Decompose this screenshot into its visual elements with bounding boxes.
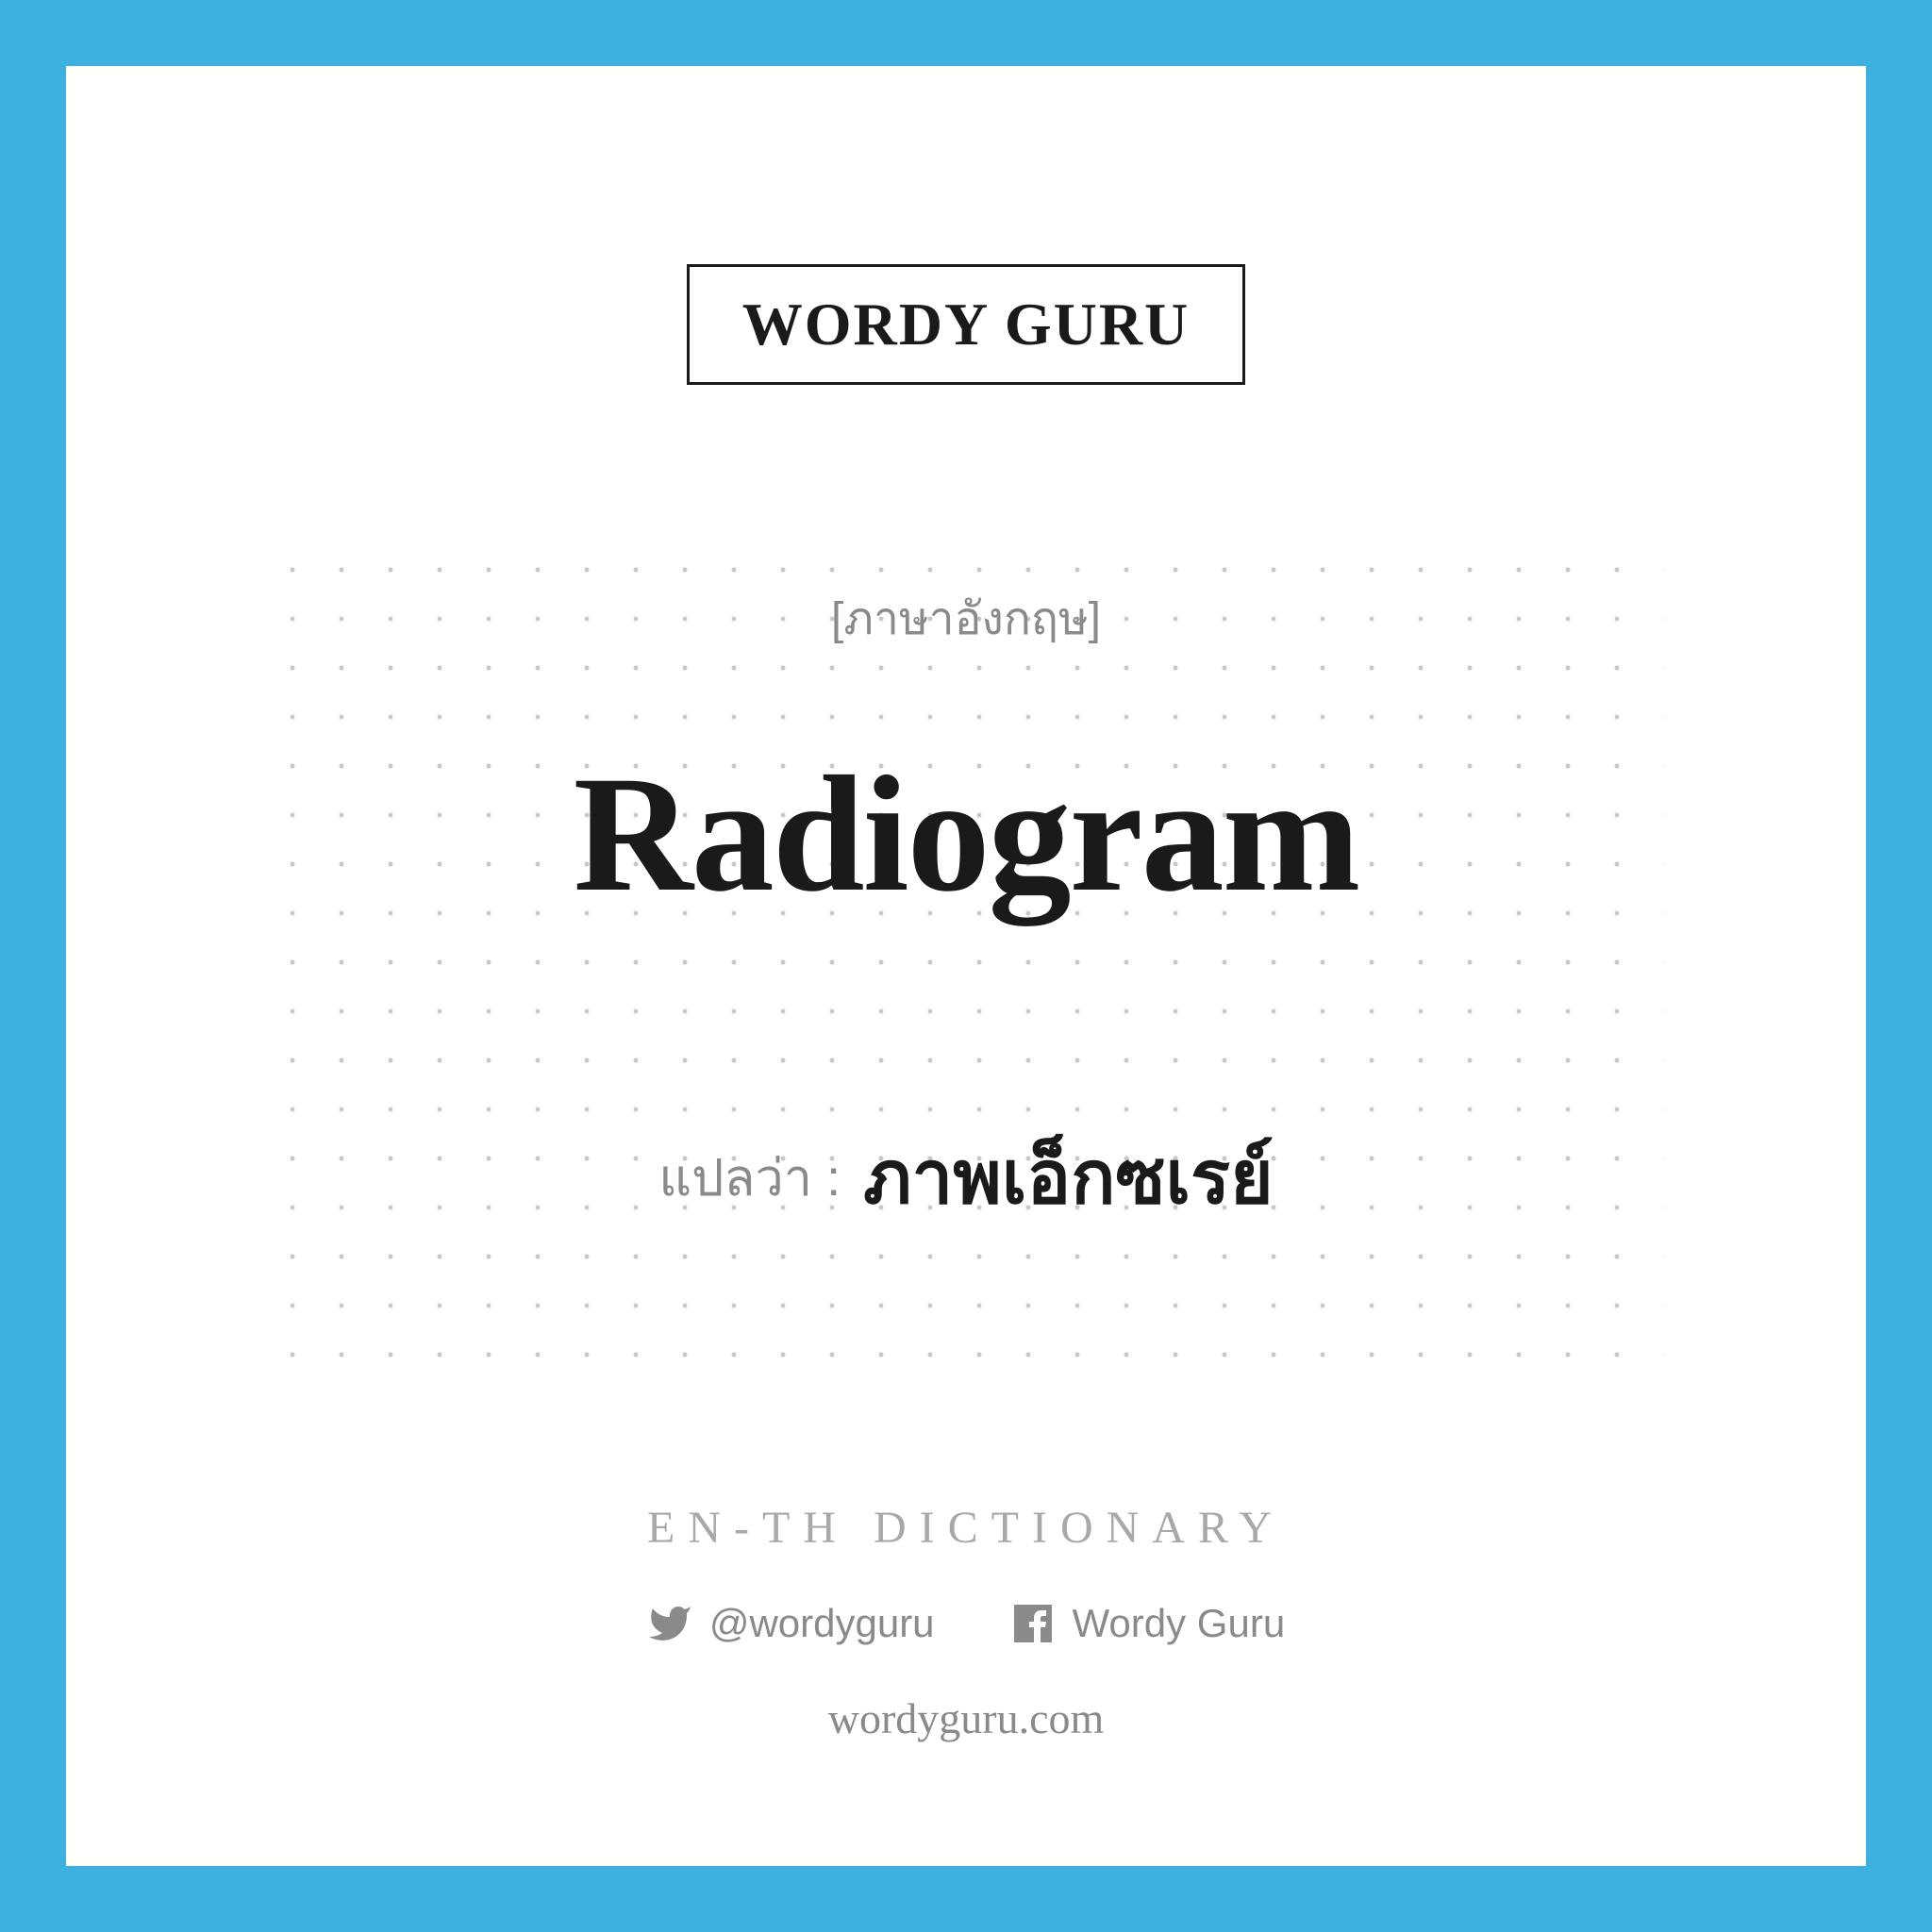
facebook-item: Wordy Guru bbox=[1010, 1601, 1286, 1646]
twitter-icon bbox=[647, 1601, 692, 1646]
facebook-icon bbox=[1010, 1601, 1056, 1646]
twitter-item: @wordyguru bbox=[647, 1601, 935, 1646]
logo-box: WORDY GURU bbox=[687, 264, 1246, 385]
social-row: @wordyguru Wordy Guru bbox=[647, 1601, 1285, 1646]
language-label: [ภาษาอังกฤษ] bbox=[831, 583, 1101, 655]
dotted-content-area: [ภาษาอังกฤษ] Radiogram แปลว่า : ภาพเอ็กซ… bbox=[268, 545, 1664, 1394]
translation-label: แปลว่า : bbox=[658, 1137, 841, 1218]
facebook-handle: Wordy Guru bbox=[1073, 1601, 1286, 1646]
inner-card: WORDY GURU [ภาษาอังกฤษ] Radiogram แปลว่า… bbox=[66, 66, 1866, 1866]
footer: EN-TH DICTIONARY @wordyguru Wordy Guru w… bbox=[66, 1502, 1866, 1743]
dictionary-label: EN-TH DICTIONARY bbox=[647, 1502, 1285, 1554]
main-word: Radiogram bbox=[574, 740, 1359, 930]
translation-row: แปลว่า : ภาพเอ็กซเรย์ bbox=[658, 1119, 1273, 1236]
outer-frame: WORDY GURU [ภาษาอังกฤษ] Radiogram แปลว่า… bbox=[0, 0, 1932, 1932]
website-url: wordyguru.com bbox=[828, 1693, 1105, 1743]
logo-text: WORDY GURU bbox=[742, 290, 1191, 359]
translation-value: ภาพเอ็กซเรย์ bbox=[863, 1119, 1274, 1236]
twitter-handle: @wordyguru bbox=[709, 1601, 935, 1646]
